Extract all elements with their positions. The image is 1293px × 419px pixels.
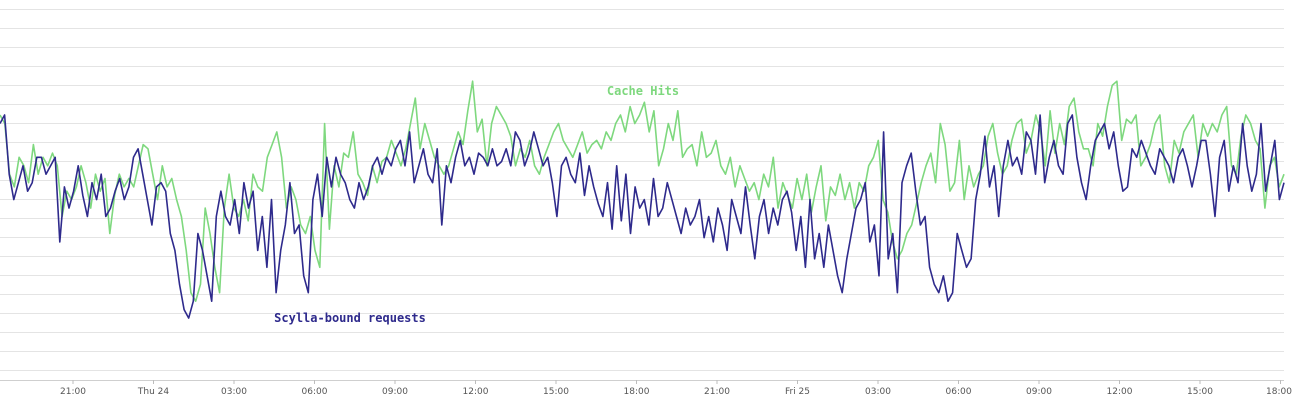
series-lines bbox=[0, 80, 1285, 319]
scylla-bound-requests-label: Scylla-bound requests bbox=[274, 311, 426, 325]
x-tick-label: 21:00 bbox=[704, 387, 730, 397]
x-tick-label: Thu 24 bbox=[137, 387, 169, 397]
x-tick-label: 06:00 bbox=[946, 387, 972, 397]
x-tick-label: 12:00 bbox=[463, 387, 489, 397]
x-axis: 21:00 Thu 24 03:00 06:00 09:00 12:00 15:00 18:0… bbox=[0, 380, 1292, 397]
x-tick-label: 15:00 bbox=[1187, 387, 1213, 397]
grid bbox=[0, 9, 1284, 371]
x-tick-label: 03:00 bbox=[865, 387, 891, 397]
x-tick-label: 18:00 bbox=[624, 387, 650, 397]
cache-hits-label: Cache Hits bbox=[607, 84, 679, 98]
x-tick-label: 09:00 bbox=[382, 387, 408, 397]
x-tick-label: 12:00 bbox=[1107, 387, 1133, 397]
x-tick-label: 15:00 bbox=[543, 387, 569, 397]
x-tick-label: Fri 25 bbox=[785, 387, 810, 397]
x-tick-label: 03:00 bbox=[221, 387, 247, 397]
x-tick-label: 18:00 bbox=[1266, 387, 1292, 397]
x-tick-label: 21:00 bbox=[60, 387, 86, 397]
x-tick-label: 06:00 bbox=[302, 387, 328, 397]
series-labels: Cache Hits Scylla-bound requests bbox=[274, 84, 679, 325]
cache-hits-line bbox=[0, 80, 1285, 303]
scylla-bound-requests-line bbox=[0, 114, 1285, 319]
x-tick-label: 09:00 bbox=[1026, 387, 1052, 397]
